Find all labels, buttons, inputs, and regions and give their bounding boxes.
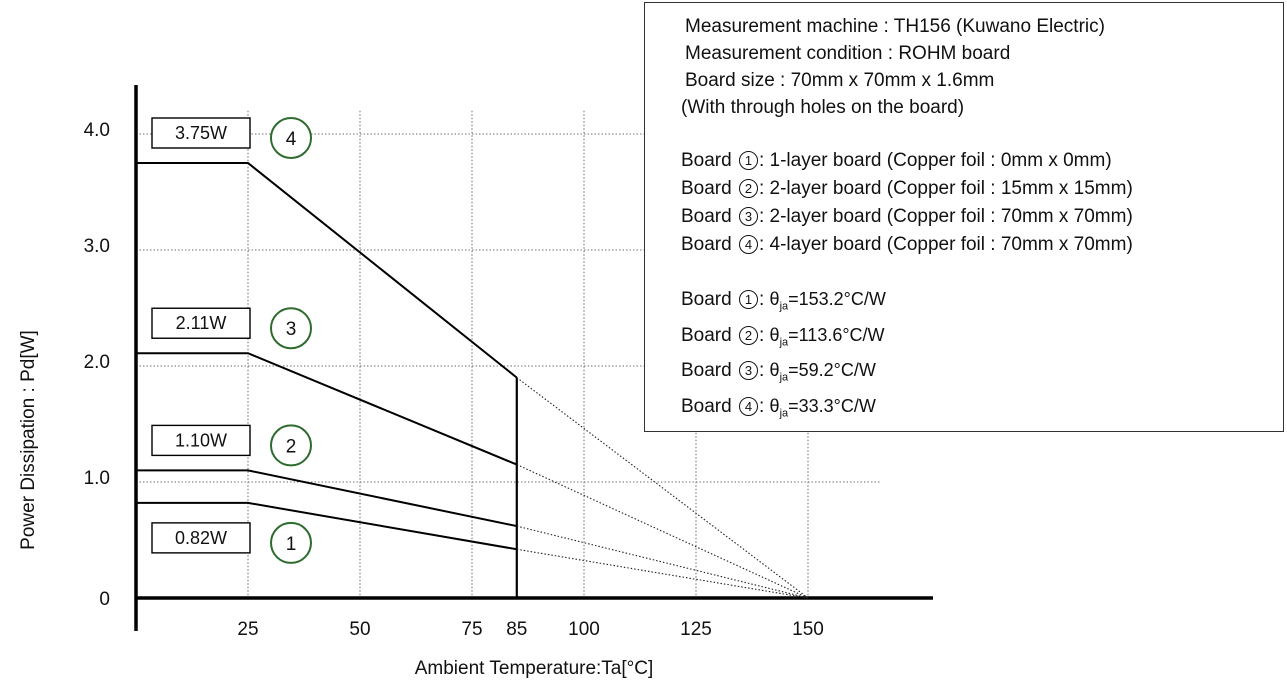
- board-word: Board: [681, 206, 737, 227]
- board-list: Board 1: 1-layer board (Copper foil : 0m…: [681, 147, 1283, 259]
- colon: :: [758, 360, 770, 382]
- series-label-box-4: [151, 117, 251, 149]
- board-number-circle: 1: [738, 290, 758, 309]
- y-axis-label: Power Dissipation : Pd[W]: [18, 330, 39, 550]
- board-theta-1: Board 1: θja=153.2°C/W: [681, 285, 1283, 321]
- board-theta-2: Board 2: θja=113.6°C/W: [681, 321, 1283, 357]
- series-label-box-2: [151, 424, 251, 457]
- axes: [134, 85, 933, 631]
- board-number-circle: 3: [738, 207, 758, 226]
- series-marker-circle-2: [270, 424, 312, 467]
- series-marker-circle-1: [270, 521, 312, 564]
- series-line-2: [136, 469, 518, 528]
- series-label-3: 2.11W: [176, 313, 227, 333]
- series-extrapolation-4: [516, 377, 809, 599]
- board-number-circle: 2: [738, 325, 758, 345]
- board-word: Board: [681, 360, 737, 382]
- theta-symbol: θja: [769, 324, 789, 349]
- board-number-circle: 2: [738, 179, 758, 198]
- board-word: Board: [681, 178, 737, 199]
- theta-symbol: θja: [769, 395, 789, 420]
- board-number-circle: 1: [738, 151, 758, 170]
- series-line-4: [136, 162, 518, 379]
- x-axis-label: Ambient Temperature:Ta[°C]: [415, 658, 654, 679]
- theta-value: =59.2°C/W: [788, 360, 876, 381]
- series-marker-circle-3: [270, 307, 312, 350]
- board-desc: : 2-layer board (Copper foil : 15mm x 15…: [758, 178, 1133, 199]
- theta-symbol: θja: [769, 360, 789, 384]
- board-description-1: Board 1: 1-layer board (Copper foil : 0m…: [681, 147, 1283, 175]
- series-marker-number-3: 3: [286, 319, 297, 340]
- series-line-1: [136, 501, 517, 551]
- y-tick-label-4.0: 4.0: [84, 120, 110, 141]
- board-word: Board: [681, 289, 737, 310]
- theta-subscript: ja: [779, 371, 789, 384]
- measurement-condition: Measurement condition : ROHM board: [685, 43, 1011, 64]
- board-theta-3: Board 3: θja=59.2°C/W: [681, 356, 1283, 392]
- board-word: Board: [681, 395, 737, 417]
- thermal-resistance-list: Board 1: θja=153.2°C/W Board 2: θja=113.6…: [681, 285, 1283, 427]
- series-extrapolation-2: [516, 525, 809, 599]
- board-size: Board size : 70mm x 70mm x 1.6mm: [685, 70, 995, 91]
- board-theta-4: Board 4: θja=33.3°C/W: [681, 392, 1283, 428]
- x-tick-label-100: 100: [568, 619, 600, 640]
- series-extrapolation-3: [516, 464, 809, 599]
- board-desc: : 4-layer board (Copper foil : 70mm x 70…: [758, 234, 1133, 255]
- y-tick-label-1.0: 1.0: [84, 468, 110, 489]
- board-word: Board: [681, 150, 737, 171]
- colon: :: [758, 324, 770, 346]
- measurement-info-box: Measurement machine : TH156 (Kuwano Elec…: [644, 2, 1284, 432]
- y-tick-label-3.0: 3.0: [84, 236, 110, 257]
- y-tick-label-2.0: 2.0: [84, 352, 110, 373]
- colon: :: [758, 395, 770, 417]
- board-description-3: Board 3: 2-layer board (Copper foil : 70…: [681, 203, 1283, 231]
- x-tick-label-150: 150: [792, 619, 824, 640]
- series-marker-number-1: 1: [286, 534, 297, 555]
- x-tick-label-125: 125: [680, 619, 712, 640]
- board-description-2: Board 2: 2-layer board (Copper foil : 15…: [681, 175, 1283, 203]
- series-extrapolation-1: [516, 548, 809, 599]
- board-description-4: Board 4: 4-layer board (Copper foil : 70…: [681, 231, 1283, 259]
- theta-symbol: θja: [769, 289, 789, 313]
- board-word: Board: [681, 234, 737, 255]
- board-desc: : 1-layer board (Copper foil : 0mm x 0mm…: [758, 150, 1112, 171]
- series-lines: [136, 162, 809, 599]
- series-marker-number-4: 4: [286, 129, 297, 150]
- theta-subscript: ja: [779, 407, 789, 420]
- grid-lines: [136, 110, 880, 598]
- series-label-4: 3.75W: [175, 123, 227, 143]
- x-tick-label-75: 75: [461, 619, 482, 640]
- y-tick-label-0: 0: [99, 589, 110, 610]
- series-label-box-1: [151, 522, 251, 554]
- series-marker-circle-4: [270, 117, 312, 159]
- series-label-1: 0.82W: [175, 528, 227, 548]
- series-label-2: 1.10W: [175, 430, 227, 450]
- x-tick-label-50: 50: [349, 619, 370, 640]
- board-word: Board: [681, 324, 737, 346]
- x-tick-label-25: 25: [237, 619, 258, 640]
- theta-subscript: ja: [779, 300, 789, 313]
- measurement-machine: Measurement machine : TH156 (Kuwano Elec…: [685, 16, 1105, 37]
- series-line-3: [136, 352, 518, 466]
- series-label-box-3: [151, 307, 251, 339]
- theta-value: =113.6°C/W: [788, 324, 885, 345]
- board-number-circle: 4: [738, 235, 758, 254]
- tick-labels: 25 50 75 85 100 125 150 0 1.0 2.0 3.0 4.0: [84, 120, 824, 640]
- colon: :: [758, 289, 770, 310]
- series-labels: 0.82W 1 1.10W 2 2.11W 3 3.75W 4: [151, 117, 312, 564]
- through-holes-note: (With through holes on the board): [681, 97, 965, 118]
- board-number-circle: 3: [738, 361, 758, 381]
- theta-subscript: ja: [779, 336, 789, 349]
- series-marker-number-2: 2: [286, 436, 297, 457]
- board-number-circle: 4: [738, 396, 758, 416]
- board-desc: : 2-layer board (Copper foil : 70mm x 70…: [758, 206, 1133, 227]
- theta-value: =153.2°C/W: [788, 289, 886, 309]
- theta-value: =33.3°C/W: [788, 395, 876, 416]
- x-tick-label-85: 85: [506, 619, 527, 640]
